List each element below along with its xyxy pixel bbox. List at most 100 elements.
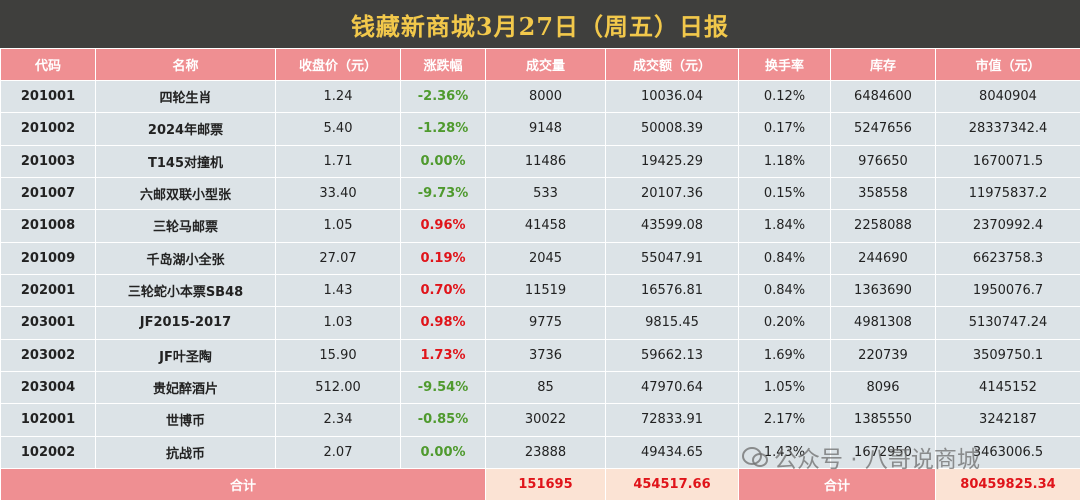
table-cell: 11975837.2 bbox=[936, 177, 1080, 209]
table-cell: 1.84% bbox=[739, 210, 831, 242]
column-header: 市值（元） bbox=[936, 49, 1080, 81]
table-cell: 1363690 bbox=[831, 274, 936, 306]
table-cell: 201001 bbox=[1, 81, 96, 113]
column-header: 收盘价（元） bbox=[276, 49, 401, 81]
table-cell: 0.00% bbox=[401, 436, 486, 468]
table-cell: 512.00 bbox=[276, 371, 401, 403]
footer-cell: 合计 bbox=[1, 468, 486, 500]
table-cell: 220739 bbox=[831, 339, 936, 371]
table-cell: 6623758.3 bbox=[936, 242, 1080, 274]
table-cell: 9148 bbox=[486, 113, 606, 145]
table-cell: JF2015-2017 bbox=[96, 307, 276, 339]
table-cell: -9.54% bbox=[401, 371, 486, 403]
table-cell: 102002 bbox=[1, 436, 96, 468]
table-cell: 2.17% bbox=[739, 404, 831, 436]
watermark-icon bbox=[742, 445, 768, 469]
table-cell: 976650 bbox=[831, 145, 936, 177]
table-cell: 201002 bbox=[1, 113, 96, 145]
table-cell: 1670071.5 bbox=[936, 145, 1080, 177]
column-header: 涨跌幅 bbox=[401, 49, 486, 81]
table-cell: 1.05 bbox=[276, 210, 401, 242]
table-cell: 23888 bbox=[486, 436, 606, 468]
column-header: 库存 bbox=[831, 49, 936, 81]
table-cell: 85 bbox=[486, 371, 606, 403]
table-cell: 203002 bbox=[1, 339, 96, 371]
table-cell: 47970.64 bbox=[606, 371, 739, 403]
table-cell: 三轮马邮票 bbox=[96, 210, 276, 242]
table-cell: 0.20% bbox=[739, 307, 831, 339]
table-cell: 72833.91 bbox=[606, 404, 739, 436]
table-cell: T145对撞机 bbox=[96, 145, 276, 177]
table-cell: 358558 bbox=[831, 177, 936, 209]
table-cell: 20107.36 bbox=[606, 177, 739, 209]
table-cell: 2.07 bbox=[276, 436, 401, 468]
table-cell: 0.84% bbox=[739, 242, 831, 274]
table-cell: 203001 bbox=[1, 307, 96, 339]
column-header: 换手率 bbox=[739, 49, 831, 81]
table-header: 代码名称收盘价（元）涨跌幅成交量成交额（元）换手率库存市值（元） bbox=[1, 49, 1080, 81]
table-cell: 1.03 bbox=[276, 307, 401, 339]
table-cell: 102001 bbox=[1, 404, 96, 436]
watermark: 公众号 · 八哥说商城 bbox=[742, 440, 980, 474]
table-cell: 33.40 bbox=[276, 177, 401, 209]
table-cell: 201009 bbox=[1, 242, 96, 274]
table-cell: 41458 bbox=[486, 210, 606, 242]
column-header: 成交额（元） bbox=[606, 49, 739, 81]
table-cell: 5.40 bbox=[276, 113, 401, 145]
table-cell: 11486 bbox=[486, 145, 606, 177]
column-header: 名称 bbox=[96, 49, 276, 81]
table-cell: 1.43 bbox=[276, 274, 401, 306]
table-cell: 27.07 bbox=[276, 242, 401, 274]
table-cell: 0.70% bbox=[401, 274, 486, 306]
table-cell: 1.05% bbox=[739, 371, 831, 403]
table-cell: 201007 bbox=[1, 177, 96, 209]
table-cell: 1.18% bbox=[739, 145, 831, 177]
table-cell: 4981308 bbox=[831, 307, 936, 339]
table-cell: 203004 bbox=[1, 371, 96, 403]
table-cell: 0.15% bbox=[739, 177, 831, 209]
column-header: 成交量 bbox=[486, 49, 606, 81]
table-cell: 0.00% bbox=[401, 145, 486, 177]
table-cell: 贵妃醉酒片 bbox=[96, 371, 276, 403]
table-cell: -0.85% bbox=[401, 404, 486, 436]
table-cell: 8096 bbox=[831, 371, 936, 403]
table-cell: JF叶圣陶 bbox=[96, 339, 276, 371]
table-cell: 0.17% bbox=[739, 113, 831, 145]
table-cell: 1.71 bbox=[276, 145, 401, 177]
table-cell: 2370992.4 bbox=[936, 210, 1080, 242]
table-cell: 533 bbox=[486, 177, 606, 209]
table-cell: -1.28% bbox=[401, 113, 486, 145]
table-cell: 15.90 bbox=[276, 339, 401, 371]
table-cell: 59662.13 bbox=[606, 339, 739, 371]
table-cell: 三轮蛇小本票SB48 bbox=[96, 274, 276, 306]
table-cell: 四轮生肖 bbox=[96, 81, 276, 113]
table-cell: 4145152 bbox=[936, 371, 1080, 403]
table-cell: 11519 bbox=[486, 274, 606, 306]
table-cell: 六邮双联小型张 bbox=[96, 177, 276, 209]
table-cell: 202001 bbox=[1, 274, 96, 306]
table-cell: 1950076.7 bbox=[936, 274, 1080, 306]
table-cell: 0.19% bbox=[401, 242, 486, 274]
footer-cell: 151695 bbox=[486, 468, 606, 500]
table-cell: 3509750.1 bbox=[936, 339, 1080, 371]
table-cell: 2024年邮票 bbox=[96, 113, 276, 145]
table-cell: -9.73% bbox=[401, 177, 486, 209]
footer-cell: 454517.66 bbox=[606, 468, 739, 500]
table-cell: 55047.91 bbox=[606, 242, 739, 274]
table-cell: 16576.81 bbox=[606, 274, 739, 306]
table-cell: 0.12% bbox=[739, 81, 831, 113]
table-cell: 9775 bbox=[486, 307, 606, 339]
table-cell: 8000 bbox=[486, 81, 606, 113]
